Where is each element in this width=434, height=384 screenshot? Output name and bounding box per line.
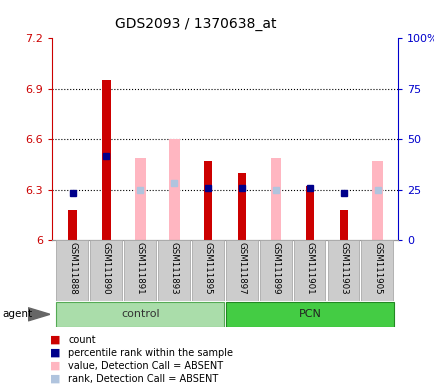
Bar [293, 240, 325, 301]
Text: ■: ■ [50, 335, 60, 345]
Text: GSM111901: GSM111901 [305, 242, 314, 295]
Bar [237, 173, 246, 240]
Text: value, Detection Call = ABSENT: value, Detection Call = ABSENT [68, 361, 223, 371]
Bar [204, 161, 212, 240]
Bar [225, 240, 257, 301]
Bar [90, 240, 122, 301]
Text: ■: ■ [50, 348, 60, 358]
Text: rank, Detection Call = ABSENT: rank, Detection Call = ABSENT [68, 374, 218, 384]
Bar [68, 210, 77, 240]
Bar [305, 186, 313, 240]
Text: ■: ■ [50, 374, 60, 384]
Text: GSM111899: GSM111899 [271, 242, 280, 295]
Text: GSM111891: GSM111891 [135, 242, 145, 295]
Text: ■: ■ [50, 361, 60, 371]
Text: GSM111905: GSM111905 [372, 242, 381, 295]
Bar [168, 139, 179, 240]
Text: count: count [68, 335, 96, 345]
Bar [56, 240, 88, 301]
Bar [124, 240, 156, 301]
Bar [339, 210, 347, 240]
Text: GSM111897: GSM111897 [237, 242, 246, 295]
Text: GSM111890: GSM111890 [102, 242, 111, 295]
Bar [372, 161, 382, 240]
Bar [327, 240, 358, 301]
Bar [158, 240, 189, 301]
Bar [135, 158, 145, 240]
Polygon shape [28, 308, 50, 321]
Text: control: control [121, 309, 159, 319]
Text: agent: agent [2, 309, 32, 319]
Text: GSM111888: GSM111888 [68, 242, 77, 295]
Bar [56, 302, 224, 327]
Text: PCN: PCN [298, 309, 321, 319]
Bar [361, 240, 392, 301]
Bar [225, 302, 393, 327]
Text: percentile rank within the sample: percentile rank within the sample [68, 348, 233, 358]
Text: GSM111895: GSM111895 [203, 242, 212, 295]
Bar [102, 80, 110, 240]
Bar [191, 240, 223, 301]
Bar [270, 158, 281, 240]
Text: GSM111903: GSM111903 [339, 242, 348, 295]
Text: GDS2093 / 1370638_at: GDS2093 / 1370638_at [115, 17, 276, 31]
Text: GSM111893: GSM111893 [169, 242, 178, 295]
Bar [259, 240, 291, 301]
